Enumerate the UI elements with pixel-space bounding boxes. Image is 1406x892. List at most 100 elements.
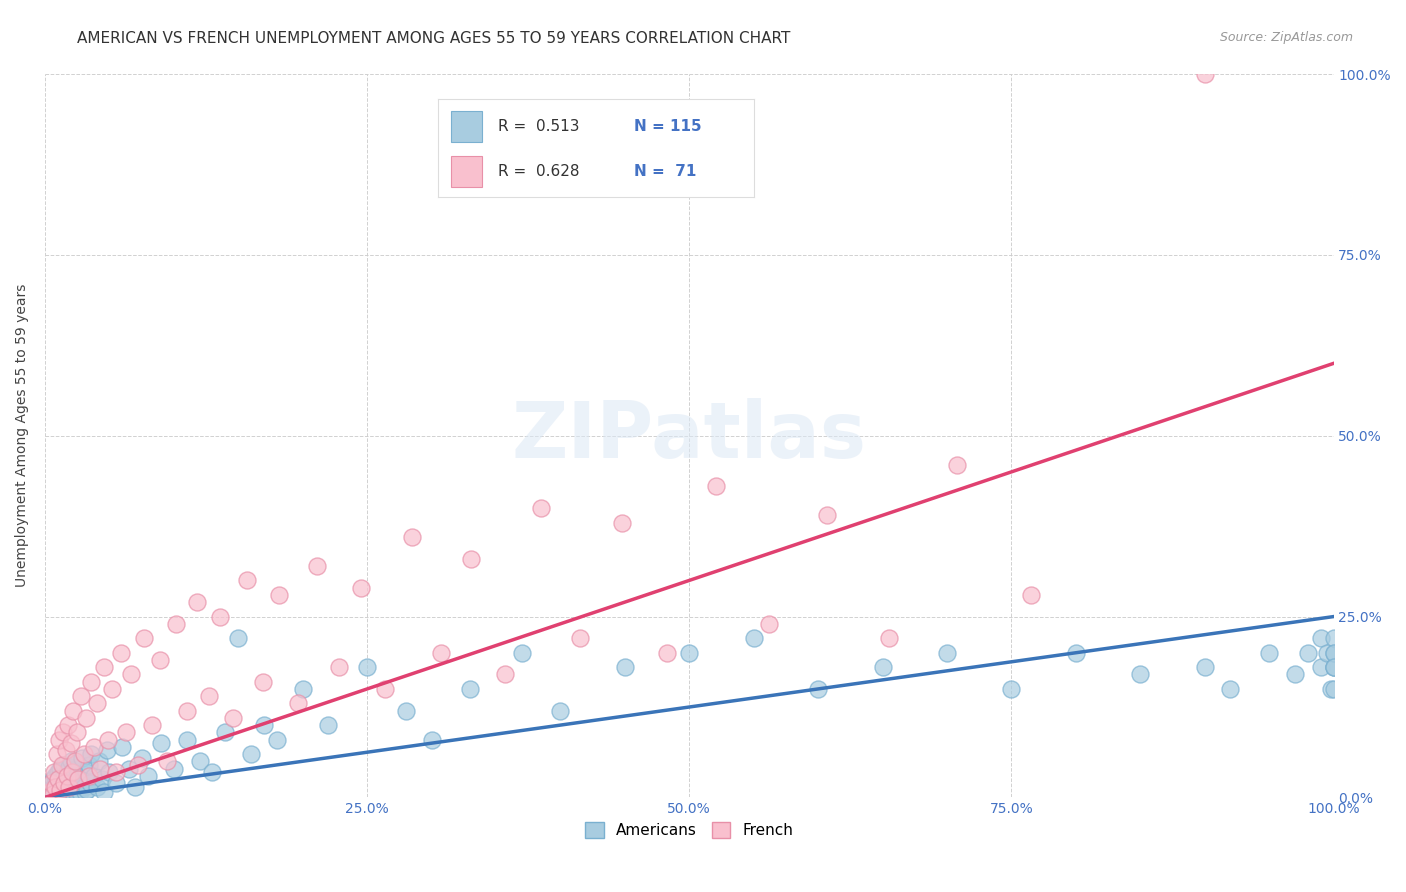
Point <box>946 458 969 472</box>
Point <box>55 774 77 789</box>
Point <box>101 681 124 696</box>
Point <box>1320 681 1343 696</box>
Point <box>59 754 82 768</box>
Point <box>63 780 86 794</box>
Point <box>350 581 373 595</box>
Point <box>77 758 100 772</box>
Point <box>48 770 70 784</box>
Point <box>678 646 700 660</box>
Point <box>44 777 66 791</box>
Point <box>51 758 73 772</box>
Point <box>1309 660 1331 674</box>
Point <box>44 769 66 783</box>
Point <box>657 646 679 660</box>
Point <box>55 743 77 757</box>
Point <box>1322 646 1344 660</box>
Point <box>226 632 249 646</box>
Point <box>53 758 76 772</box>
Point <box>494 667 516 681</box>
Point <box>51 781 73 796</box>
Point <box>52 786 75 800</box>
Legend: Americans, French: Americans, French <box>579 816 800 844</box>
Point <box>134 632 156 646</box>
Point <box>374 681 396 696</box>
Point <box>124 780 146 794</box>
Point <box>76 783 98 797</box>
Point <box>401 530 423 544</box>
Point <box>89 762 111 776</box>
Point <box>49 762 72 776</box>
Point <box>86 697 108 711</box>
Point <box>96 743 118 757</box>
Point <box>80 747 103 761</box>
Point <box>240 747 263 761</box>
Point <box>104 765 127 780</box>
Point <box>53 789 76 803</box>
Point <box>209 609 232 624</box>
Point <box>156 754 179 768</box>
Point <box>550 704 572 718</box>
Point <box>63 756 86 770</box>
Point <box>52 725 75 739</box>
Point <box>69 785 91 799</box>
Point <box>44 780 66 794</box>
Point <box>1194 67 1216 81</box>
Point <box>252 674 274 689</box>
Point <box>41 787 63 801</box>
Point <box>186 595 208 609</box>
Point <box>127 758 149 772</box>
Point <box>815 508 838 523</box>
Point <box>530 501 553 516</box>
Point <box>141 718 163 732</box>
Point <box>120 667 142 681</box>
Point <box>269 588 291 602</box>
Point <box>77 769 100 783</box>
Point <box>458 681 481 696</box>
Point <box>305 558 328 573</box>
Point <box>60 772 83 787</box>
Point <box>62 763 84 777</box>
Point <box>73 785 96 799</box>
Point <box>163 762 186 776</box>
Point <box>67 776 90 790</box>
Point <box>176 732 198 747</box>
Point <box>136 769 159 783</box>
Point <box>41 787 63 801</box>
Point <box>62 704 84 718</box>
Point <box>56 765 79 780</box>
Point <box>165 616 187 631</box>
Point <box>41 776 63 790</box>
Y-axis label: Unemployment Among Ages 55 to 59 years: Unemployment Among Ages 55 to 59 years <box>15 284 30 588</box>
Point <box>83 739 105 754</box>
Point <box>49 783 72 797</box>
Point <box>420 732 443 747</box>
Point <box>510 646 533 660</box>
Point <box>1322 646 1344 660</box>
Point <box>97 732 120 747</box>
Point <box>56 718 79 732</box>
Point <box>318 718 340 732</box>
Point <box>93 785 115 799</box>
Point <box>86 780 108 794</box>
Point <box>110 646 132 660</box>
Point <box>49 776 72 790</box>
Point <box>568 632 591 646</box>
Point <box>266 732 288 747</box>
Point <box>1309 632 1331 646</box>
Point <box>41 785 63 799</box>
Point <box>75 765 97 780</box>
Point <box>742 632 765 646</box>
Point <box>66 769 89 783</box>
Text: AMERICAN VS FRENCH UNEMPLOYMENT AMONG AGES 55 TO 59 YEARS CORRELATION CHART: AMERICAN VS FRENCH UNEMPLOYMENT AMONG AG… <box>77 31 790 46</box>
Point <box>1019 588 1042 602</box>
Point <box>356 660 378 674</box>
Point <box>53 776 76 790</box>
Point <box>45 774 67 789</box>
Point <box>42 765 65 780</box>
Point <box>1219 681 1241 696</box>
Point <box>59 776 82 790</box>
Point <box>56 787 79 801</box>
Point <box>460 551 482 566</box>
Point <box>41 776 63 790</box>
Point <box>83 769 105 783</box>
